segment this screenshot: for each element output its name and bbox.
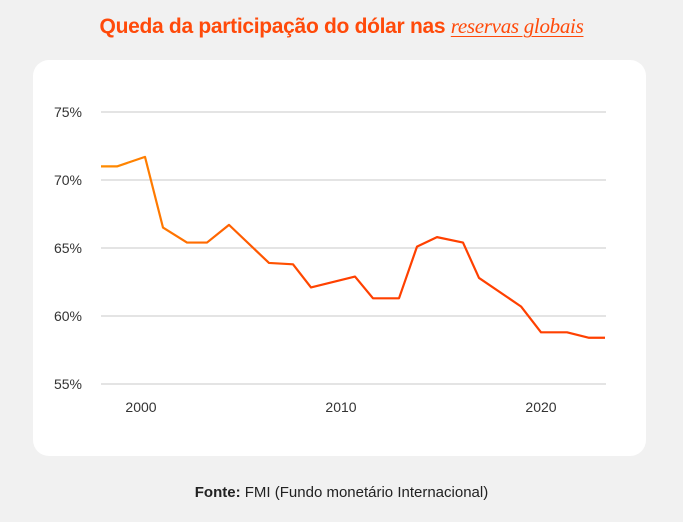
y-tick-label: 55% bbox=[54, 376, 82, 392]
source-note: Fonte: FMI (Fundo monetário Internaciona… bbox=[0, 484, 683, 501]
chart-card bbox=[33, 60, 646, 456]
source-label: Fonte: bbox=[194, 484, 241, 501]
x-tick-label: 2000 bbox=[125, 399, 156, 415]
y-tick-label: 60% bbox=[54, 308, 82, 324]
title-emphasis: reservas globais bbox=[450, 14, 584, 38]
chart-title: Queda da participação do dólar nas reser… bbox=[0, 14, 683, 39]
y-tick-label: 70% bbox=[54, 172, 82, 188]
x-tick-label: 2020 bbox=[525, 399, 556, 415]
source-text: FMI (Fundo monetário Internacional) bbox=[240, 484, 489, 501]
y-tick-label: 75% bbox=[54, 104, 82, 120]
series-line bbox=[101, 155, 605, 339]
x-tick-label: 2010 bbox=[325, 399, 356, 415]
y-tick-label: 65% bbox=[54, 240, 82, 256]
title-main: Queda da participação do dólar nas bbox=[99, 15, 451, 38]
